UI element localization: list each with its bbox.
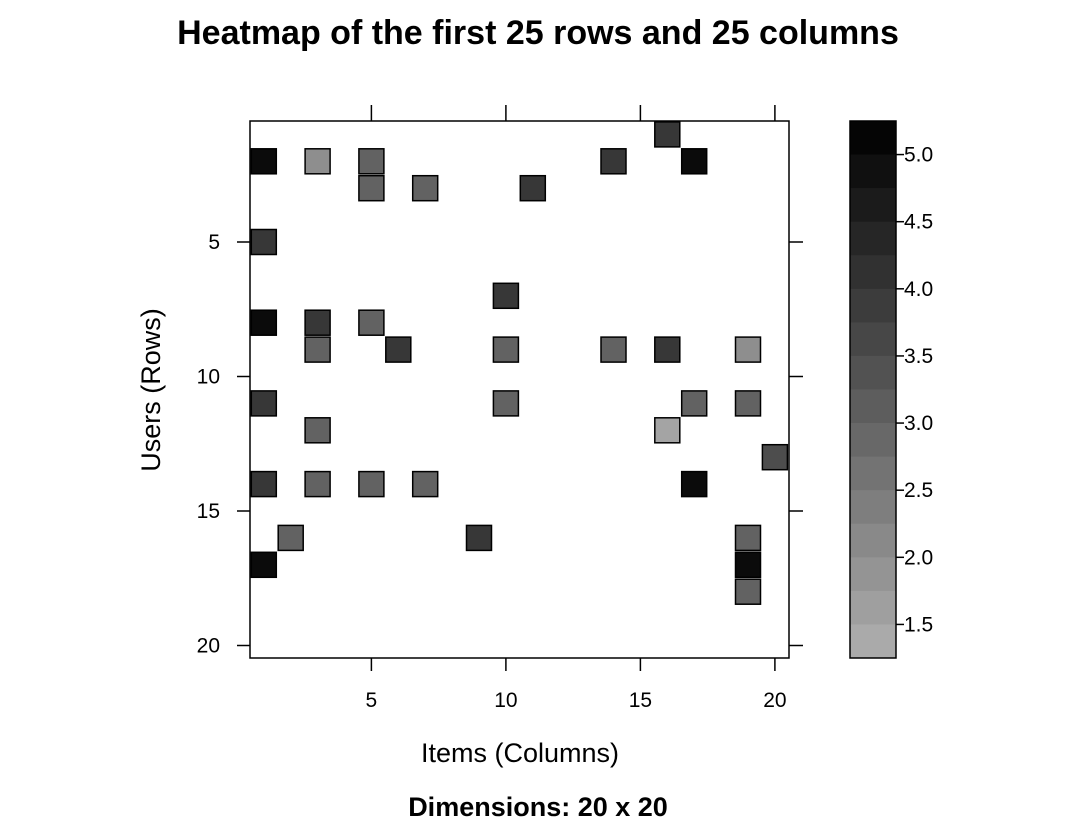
colorbar-tick-label: 3.5 (904, 345, 933, 368)
heatmap-cell-r2-c5 (358, 148, 385, 175)
y-tick-label: 15 (197, 500, 220, 523)
heatmap-cell-r3-c11 (519, 174, 547, 202)
y-axis-label: Users (Rows) (136, 308, 166, 472)
heatmap-cell-r8-c1 (250, 309, 278, 336)
colorbar: 1.5 2.0 2.5 3.0 3.5 4.0 4.5 5.0 (849, 120, 933, 659)
colorbar-segment (850, 221, 896, 256)
heatmap-cell-r2-c17 (680, 148, 708, 175)
y-tick-label: 10 (197, 366, 220, 389)
colorbar-tick-label: 5.0 (904, 144, 933, 167)
heatmap-cell-r18-c19 (734, 578, 762, 605)
colorbar-segment (850, 389, 896, 424)
colorbar-segment (850, 355, 896, 390)
heatmap-cell-r3-c5 (358, 174, 385, 202)
heatmap-cell-r8-c5 (358, 309, 385, 336)
chart-title: Heatmap of the first 25 rows and 25 colu… (177, 14, 899, 52)
heatmap-cell-r13-c20 (761, 443, 789, 471)
heatmap-cell-r14-c17 (680, 470, 708, 498)
heatmap-cell-r11-c1 (250, 390, 278, 417)
heatmap-cell-r11-c17 (680, 390, 708, 417)
heatmap-cell-r2-c1 (250, 148, 278, 175)
colorbar-frame (849, 120, 897, 659)
colorbar-tick-label: 3.0 (904, 412, 933, 435)
plot-area: 5 10 15 20 5 10 15 20 (197, 105, 803, 712)
colorbar-segment (850, 188, 896, 223)
heatmap-cell-r5-c1 (250, 228, 278, 256)
colorbar-segment (850, 288, 896, 323)
heatmap-cell-r14-c7 (411, 470, 439, 498)
heatmap-cell-r8-c3 (304, 309, 331, 336)
colorbar-segment (850, 590, 896, 625)
heatmap-cell-r11-c19 (734, 390, 762, 417)
y-tick-label: 20 (197, 635, 220, 658)
x-tick-label: 20 (763, 689, 786, 712)
colorbar-segment (850, 557, 896, 592)
colorbar-segment (850, 523, 896, 558)
chart-subtitle: Dimensions: 20 x 20 (408, 792, 668, 822)
heatmap-cell-r17-c19 (734, 551, 762, 579)
colorbar-segment (850, 456, 896, 491)
x-axis-label: Items (Columns) (421, 738, 619, 768)
heatmap-cell-r3-c7 (411, 174, 439, 202)
heatmap-cell-r9-c14 (600, 336, 627, 363)
heatmap-cell-r16-c19 (734, 524, 762, 552)
colorbar-segment (850, 423, 896, 458)
heatmap-cell-r9-c16 (654, 336, 681, 363)
colorbar-segment (850, 154, 896, 189)
heatmap-cell-r9-c19 (734, 336, 762, 363)
x-tick-label: 5 (366, 689, 378, 712)
x-tick-label: 10 (494, 689, 517, 712)
heatmap-cell-r9-c3 (304, 336, 331, 363)
heatmap-cell-r12-c3 (304, 417, 331, 444)
colorbar-tick-label: 4.5 (904, 211, 933, 234)
heatmap-cell-r1-c16 (654, 121, 681, 148)
colorbar-segment (850, 121, 896, 155)
colorbar-segment (850, 490, 896, 525)
heatmap-cell-r14-c5 (358, 470, 385, 498)
heatmap-cell-r17-c1 (250, 551, 278, 579)
heatmap-cell-r16-c2 (277, 524, 304, 552)
heatmap-cell-r16-c9 (465, 524, 493, 552)
heatmap-cell-r12-c16 (654, 417, 681, 444)
x-tick-label: 15 (629, 689, 652, 712)
colorbar-tick-label: 2.0 (904, 546, 933, 569)
heatmap-cell-r14-c1 (250, 470, 278, 498)
colorbar-tick-label: 4.0 (904, 278, 933, 301)
y-tick-label: 5 (208, 231, 220, 254)
heatmap-cell-r11-c10 (492, 390, 520, 417)
colorbar-segment (850, 255, 896, 290)
colorbar-segment (850, 322, 896, 357)
colorbar-tick-label: 1.5 (904, 613, 933, 636)
heatmap-cell-r9-c6 (385, 336, 412, 363)
heatmap-cell-r2-c14 (600, 148, 627, 175)
colorbar-segment (850, 624, 896, 659)
heatmap-cell-r7-c10 (492, 282, 520, 310)
heatmap-cell-r2-c3 (304, 148, 331, 175)
heatmap-cell-r14-c3 (304, 470, 331, 498)
colorbar-tick-label: 2.5 (904, 479, 933, 502)
plot-frame (249, 120, 790, 659)
heatmap-cell-r9-c10 (492, 336, 520, 363)
